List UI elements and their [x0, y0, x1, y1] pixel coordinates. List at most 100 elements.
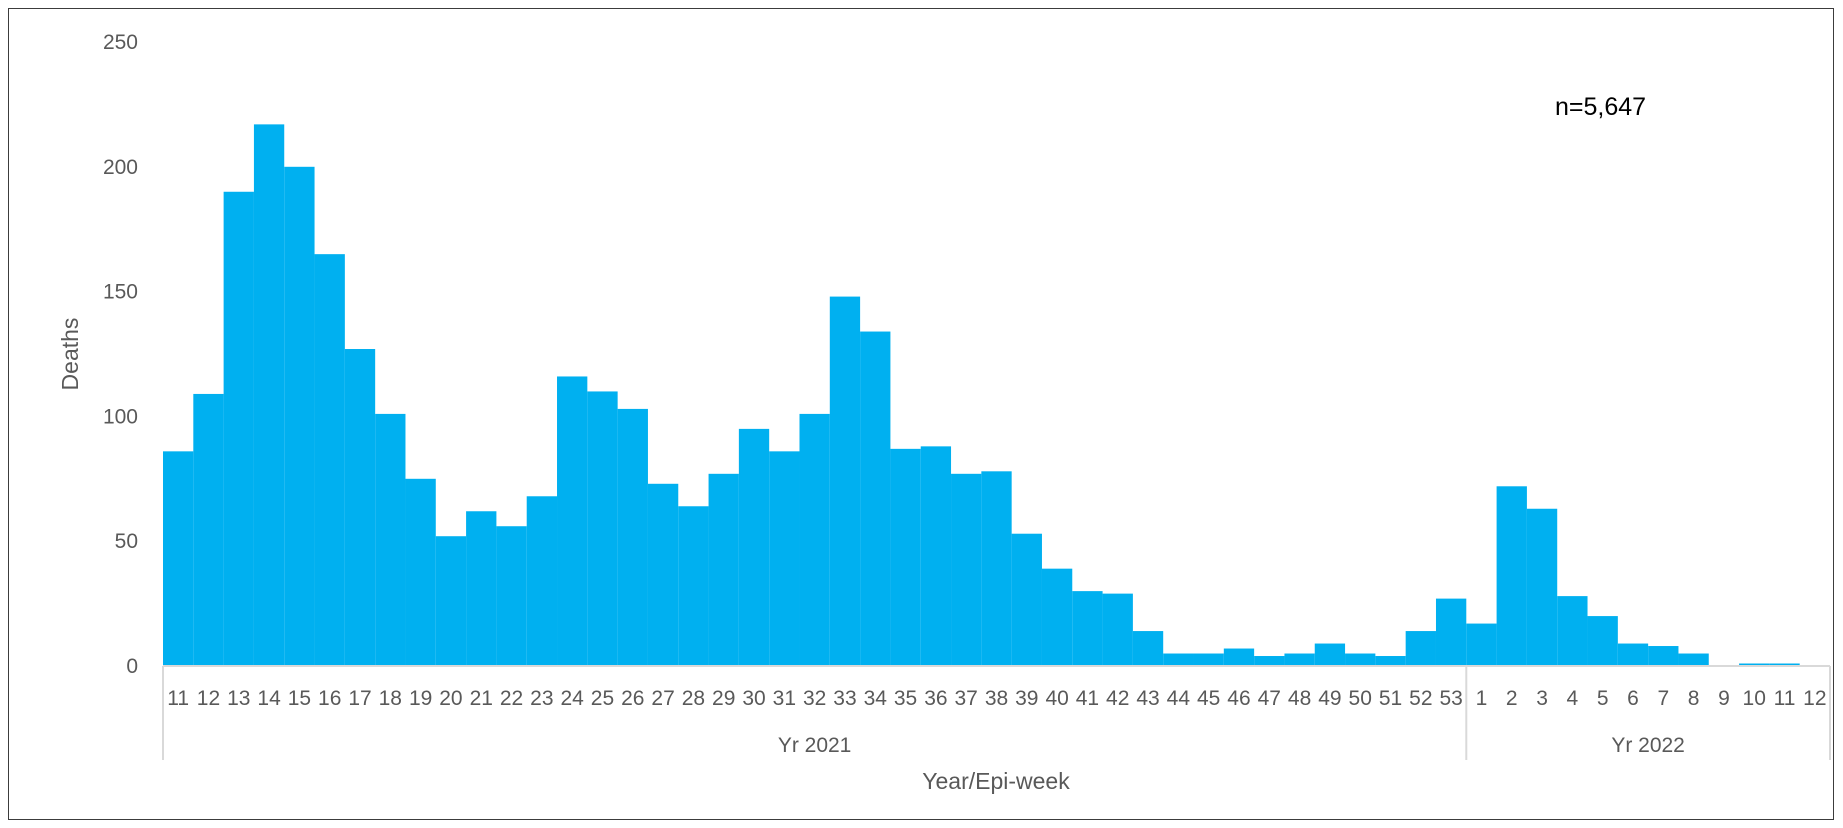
x-tick-label: 7	[1657, 687, 1669, 710]
bar-week-30	[738, 428, 770, 666]
y-axis-ticks: 0 50 100 150 200 250	[103, 31, 138, 678]
bar-week-34	[860, 331, 891, 666]
x-tick-label: 12	[197, 687, 220, 710]
x-tick-label: 14	[257, 687, 281, 710]
x-tick-label: 26	[621, 687, 644, 710]
x-tick-label: 46	[1227, 687, 1250, 710]
bar-week-11	[163, 451, 194, 666]
x-tick-label: 25	[591, 687, 614, 710]
bar-week-42	[1102, 593, 1133, 666]
y-tick-label: 200	[103, 156, 138, 179]
bar-week-24	[557, 376, 588, 666]
x-tick-label: 4	[1567, 687, 1579, 710]
bar-week-41	[1072, 591, 1103, 666]
x-tick-label: 40	[1045, 687, 1068, 710]
x-tick-label: 39	[1015, 687, 1038, 710]
x-tick-label: 47	[1258, 687, 1281, 710]
bar-week-16	[314, 254, 345, 666]
y-tick-label: 250	[103, 31, 138, 54]
x-tick-label: 53	[1439, 687, 1462, 710]
x-tick-label: 41	[1076, 687, 1099, 710]
x-tick-label: 6	[1627, 687, 1639, 710]
x-tick-label: 48	[1288, 687, 1311, 710]
bar-week-8	[1678, 653, 1709, 666]
year-group-label: Yr 2021	[778, 734, 852, 757]
x-tick-label: 29	[712, 687, 735, 710]
y-axis-title: Deaths	[57, 318, 83, 391]
x-tick-label: 28	[682, 687, 705, 710]
bar-week-37	[951, 473, 982, 666]
x-tick-label: 11	[1774, 687, 1796, 710]
bar-week-17	[344, 349, 376, 666]
bar-week-35	[890, 448, 921, 666]
bar-week-36	[920, 446, 952, 666]
x-tick-label: 42	[1106, 687, 1129, 710]
x-axis-title: Year/Epi-week	[922, 768, 1070, 794]
x-tick-label: 51	[1379, 687, 1402, 710]
x-tick-label: 20	[439, 687, 462, 710]
x-tick-label: 18	[379, 687, 402, 710]
bar-week-47	[1254, 656, 1285, 666]
x-tick-label: 30	[742, 687, 765, 710]
x-tick-label: 8	[1688, 687, 1700, 710]
bar-week-43	[1132, 631, 1164, 666]
bar-week-6	[1617, 643, 1649, 666]
x-tick-label: 36	[924, 687, 947, 710]
total-count-annotation: n=5,647	[1555, 93, 1646, 121]
x-tick-label: 45	[1197, 687, 1220, 710]
x-tick-label: 49	[1318, 687, 1341, 710]
y-tick-label: 150	[103, 281, 138, 304]
bar-week-12	[193, 393, 224, 666]
x-tick-label: 13	[227, 687, 250, 710]
bar-week-48	[1284, 653, 1315, 666]
bar-week-46	[1223, 648, 1255, 666]
bar-week-52	[1405, 631, 1436, 666]
y-tick-label: 0	[126, 655, 138, 678]
y-tick-label: 50	[115, 530, 138, 553]
bar-week-3	[1526, 508, 1558, 666]
x-tick-label: 2	[1506, 687, 1518, 710]
bar-week-53	[1435, 598, 1467, 666]
bar-week-19	[405, 478, 436, 666]
x-tick-label: 3	[1536, 687, 1548, 710]
bar-week-13	[223, 191, 254, 666]
x-tick-label: 38	[985, 687, 1008, 710]
bar-week-18	[375, 413, 406, 666]
bar-week-7	[1648, 646, 1679, 666]
x-tick-label: 1	[1476, 687, 1488, 710]
bar-week-50	[1345, 653, 1376, 666]
bar-week-25	[587, 391, 618, 666]
x-tick-label: 31	[773, 687, 796, 710]
bar-week-31	[769, 451, 800, 666]
x-tick-label: 27	[651, 687, 674, 710]
x-tick-label: 10	[1743, 687, 1766, 710]
x-tick-label: 21	[470, 687, 493, 710]
bar-week-45	[1193, 653, 1224, 666]
x-tick-label: 23	[530, 687, 553, 710]
bar-week-14	[253, 124, 285, 667]
bar-week-15	[284, 166, 315, 667]
x-tick-label: 9	[1718, 687, 1730, 710]
x-tick-label: 22	[500, 687, 523, 710]
bar-week-38	[981, 471, 1012, 666]
x-tick-label: 5	[1597, 687, 1609, 710]
bar-week-2	[1496, 486, 1527, 666]
bar-week-4	[1557, 596, 1588, 666]
bar-week-5	[1587, 616, 1618, 666]
bar-week-27	[647, 483, 679, 666]
bar-week-22	[496, 526, 527, 666]
x-tick-label: 52	[1409, 687, 1432, 710]
bar-week-11	[1769, 663, 1800, 666]
bar-week-32	[799, 413, 830, 666]
x-tick-label: 33	[833, 687, 856, 710]
bar-week-1	[1466, 623, 1497, 666]
bars-layer	[163, 124, 1800, 667]
bar-week-40	[1041, 568, 1073, 666]
y-tick-label: 100	[103, 405, 138, 428]
bar-week-29	[708, 473, 739, 666]
x-tick-label: 50	[1349, 687, 1372, 710]
x-tick-label: 32	[803, 687, 826, 710]
x-tick-label: 19	[409, 687, 432, 710]
x-tick-label: 37	[955, 687, 978, 710]
